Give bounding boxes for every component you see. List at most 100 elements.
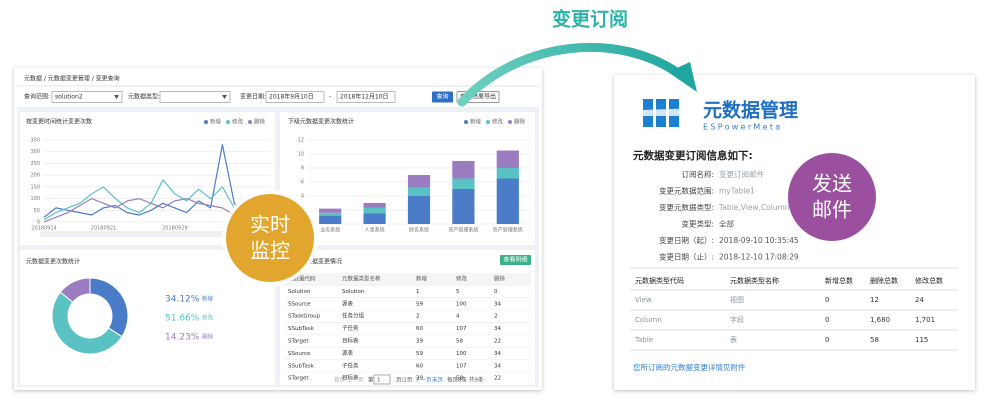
table-cell: SSource	[288, 351, 311, 357]
field-value: myTable1	[719, 187, 755, 196]
zoom-slider[interactable]	[40, 231, 270, 237]
table-cell: Column	[635, 316, 662, 324]
table-cell: 目标表	[342, 337, 359, 345]
email-heading: 元数据变更订阅信息如下:	[633, 149, 753, 162]
pagination-item[interactable]: 首页	[334, 376, 346, 384]
bar-segment	[363, 207, 386, 214]
bar-segment	[407, 175, 431, 188]
y-tick-label: 50	[34, 208, 40, 214]
slice-value-label: 14.23%	[165, 333, 200, 343]
pie-slice	[51, 291, 123, 355]
table-cell: 12	[870, 296, 879, 304]
bar-segment	[319, 212, 342, 216]
y-tick-label: 6	[301, 180, 304, 186]
field-value: 2018-12-10 17:08:29	[719, 253, 799, 262]
logo-mark	[641, 99, 700, 127]
y-tick-label: 150	[30, 184, 40, 190]
badge-text: 邮件	[812, 198, 852, 222]
date-from-input[interactable]	[265, 91, 325, 103]
query-button[interactable]	[432, 91, 453, 103]
bar-segment	[363, 203, 386, 208]
scope-select[interactable]	[51, 91, 123, 103]
slice-value-label: 34.12%	[165, 295, 200, 305]
field-value: 全部	[719, 219, 734, 229]
table-cell: 0	[494, 289, 498, 295]
table-cell: 34	[494, 351, 501, 357]
slice-name-label: 新增	[202, 295, 213, 303]
table-cell: 源表	[342, 299, 354, 307]
y-tick-label: 100	[30, 196, 40, 202]
legend-dot	[248, 120, 252, 124]
x-tick-label: 20180921	[91, 226, 116, 232]
table-header: 删除总数	[870, 276, 898, 285]
table-cell: 39	[416, 376, 423, 382]
x-tick-label: 资产管理系统	[448, 227, 478, 234]
date-from: 2018年9月10日	[269, 93, 314, 101]
field-value: Table,View,Column	[718, 203, 790, 212]
table-header: 元数据类型名称	[730, 276, 779, 285]
bar-segment	[496, 168, 519, 179]
table-cell: 1,701	[915, 316, 935, 324]
slice-name-label: 修改	[202, 314, 214, 322]
table-title: 下级元数据变更情况	[288, 258, 342, 266]
table-cell: 1	[416, 289, 420, 295]
field-value: 变更订阅邮件	[719, 169, 764, 179]
attachment-link[interactable]: 您所订阅的元数据变更详情见附件	[633, 362, 746, 372]
detail-button[interactable]	[500, 255, 531, 265]
pagination-item[interactable]: 1	[377, 378, 381, 384]
table-cell: 58	[456, 376, 463, 382]
table-cell: 子任务	[342, 361, 359, 369]
y-tick-label: 0	[37, 220, 40, 226]
table-cell: 字段	[730, 315, 744, 324]
page-input	[373, 374, 391, 385]
table-cell: STarget	[288, 339, 309, 345]
pagination-item[interactable]: 末页	[432, 376, 444, 384]
date-sep: -	[329, 94, 331, 101]
table-cell: View	[635, 296, 652, 304]
table-cell: 子任务	[342, 324, 359, 332]
table-header: 新增总数	[825, 276, 853, 285]
table-cell: 5	[456, 289, 460, 295]
table-cell: 0	[825, 316, 829, 324]
type-select[interactable]	[159, 91, 231, 103]
y-tick-label: 350	[30, 138, 40, 144]
table-cell: 0	[825, 336, 829, 344]
table-header-bg	[284, 273, 531, 285]
scope-value: solution2	[55, 94, 83, 101]
logo-subtitle: ESPowerMeta	[703, 123, 782, 132]
mail-badge	[788, 153, 876, 241]
bar-segment	[407, 187, 431, 196]
table-cell: SSubTask	[288, 326, 315, 332]
line-series	[43, 144, 271, 218]
table-cell: Solution	[342, 289, 365, 295]
table-cell: SSource	[288, 301, 311, 307]
monitor-badge	[226, 194, 314, 282]
scope-label: 查询范围:	[24, 93, 50, 101]
legend-dot	[204, 120, 208, 124]
chart-title: 下级元数据变更次数统计	[288, 118, 354, 126]
y-tick-label: 200	[30, 173, 40, 179]
table-cell: 34	[494, 363, 501, 369]
x-tick-label: 20180929	[162, 226, 187, 232]
bar-segment	[496, 150, 519, 168]
table-cell: 100	[456, 351, 467, 357]
pagination-item[interactable]: 下一页	[415, 377, 432, 384]
table-cell: 59	[416, 301, 423, 307]
pie-slice	[59, 277, 91, 303]
table-cell: 视图	[730, 295, 744, 304]
bar-segment	[319, 208, 342, 213]
table-cell: SSubTask	[288, 363, 315, 369]
table-cell: 目标表	[342, 374, 359, 382]
table-header: 新增	[416, 275, 427, 283]
y-tick-label: 10	[298, 152, 304, 158]
bar-segment	[452, 189, 475, 224]
arrow-label: 变更订阅	[552, 8, 628, 31]
pagination-item[interactable]: 上一页	[347, 376, 364, 384]
table-cell: 60	[416, 363, 423, 369]
date-to-input[interactable]	[336, 91, 396, 103]
table-cell: 2	[494, 314, 498, 320]
table-cell: 22	[494, 376, 501, 382]
table-cell: 107	[456, 363, 467, 369]
